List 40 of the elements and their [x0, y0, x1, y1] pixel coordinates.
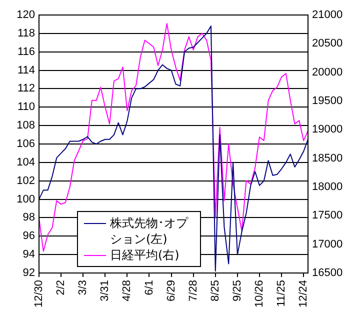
- y-tick-label: 106: [16, 138, 35, 150]
- x-tick-label: 3/3: [77, 280, 90, 296]
- x-tick-label: 11/25: [276, 280, 288, 307]
- y2-tick-label: 20500: [312, 38, 343, 50]
- y-tick-label: 110: [17, 101, 35, 114]
- x-tick-label: 2/2: [55, 280, 68, 296]
- y2-tick-label: 18000: [312, 181, 343, 194]
- y-tick-label: 104: [16, 156, 35, 168]
- x-tick-label: 6/29: [165, 280, 178, 302]
- x-tick-label: 8/25: [209, 280, 222, 302]
- y2-tick-label: 21000: [312, 9, 343, 22]
- x-tick-label: 12/30: [33, 280, 46, 308]
- y-tick-label: 92: [22, 267, 35, 280]
- x-tick-label: 10/26: [254, 280, 266, 308]
- y-tick-label: 102: [16, 174, 35, 187]
- y2-tick-label: 19000: [312, 124, 343, 136]
- x-tick-label: 4/28: [121, 280, 134, 302]
- y-tick-label: 94: [22, 248, 35, 261]
- y-tick-label: 100: [16, 193, 35, 206]
- x-tick-label: 12/24: [298, 280, 310, 308]
- y-tick-label: 116: [17, 46, 35, 58]
- legend-label: 日経平均(右): [110, 247, 180, 263]
- y2-tick-label: 16500: [312, 267, 343, 280]
- y2-tick-label: 18500: [312, 152, 343, 164]
- y-tick-label: 108: [16, 120, 35, 132]
- x-tick-label: 7/28: [187, 280, 200, 302]
- x-tick-label: 3/31: [99, 280, 112, 302]
- y-tick-label: 114: [17, 64, 35, 76]
- y2-tick-label: 17000: [312, 238, 343, 250]
- y2-tick-label: 17500: [312, 210, 343, 222]
- legend-label: 株式先物･オプション(左): [110, 215, 190, 247]
- y-tick-label: 118: [17, 27, 35, 40]
- y-tick-label: 120: [16, 9, 35, 22]
- y-tick-label: 98: [22, 212, 35, 224]
- y-tick-label: 96: [22, 230, 35, 242]
- x-tick-label: 9/25: [231, 280, 244, 302]
- y2-tick-label: 19500: [312, 95, 343, 108]
- y-tick-label: 112: [17, 82, 35, 95]
- x-tick-label: 6/1: [143, 280, 156, 296]
- y2-tick-label: 20000: [312, 66, 343, 78]
